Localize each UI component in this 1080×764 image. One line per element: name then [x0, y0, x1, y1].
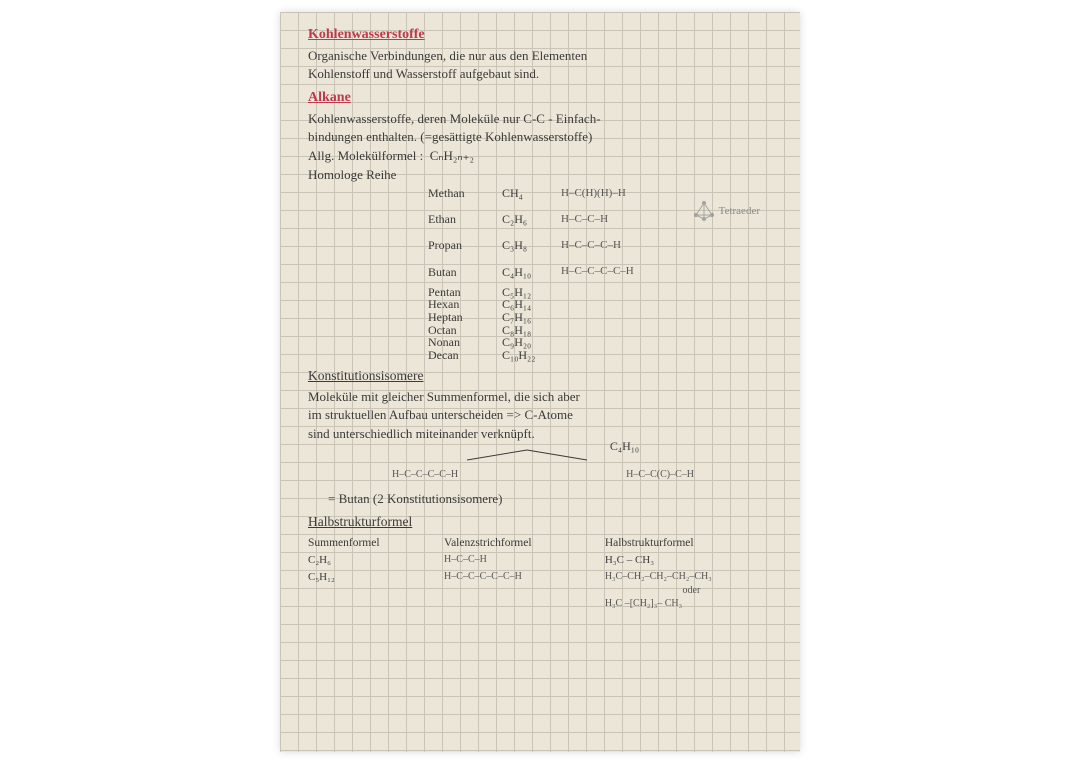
definition-line: sind unterschiedlich miteinander verknüp… [308, 425, 778, 443]
general-formula: Allg. Molekülformel : CₙH₂ₙ₊₂ [308, 147, 778, 165]
series-row: Methan CH₄ H–C(H)(H)–H [428, 185, 778, 201]
alkane-sum: C₁₀H₂₂ [502, 349, 535, 362]
branch-lines-icon [447, 448, 607, 462]
alkane-name: Decan [428, 349, 488, 362]
definition-line: Moleküle mit gleicher Summenformel, die … [308, 388, 778, 406]
table-header: Halbstrukturformel [605, 536, 778, 552]
alkane-name: Ethan [428, 211, 488, 227]
isomer-branches: H–C–C–C–C–H H–C–C(C)–C–H [308, 468, 778, 482]
alkane-sum: CH₄ [502, 185, 547, 201]
definition-line: bindungen enthalten. (=gesättigte Kohlen… [308, 128, 778, 146]
formula-table: Summenformel Valenzstrichformel Halbstru… [308, 536, 778, 611]
series-row: OctanC₈H₁₈ [428, 324, 778, 337]
definition-line: Kohlenstoff und Wasserstoff aufgebaut si… [308, 65, 778, 83]
halbstruktur-oder: oder [605, 584, 778, 598]
definition-line: Organische Verbindungen, die nur aus den… [308, 47, 778, 65]
tetraeder-icon [693, 200, 715, 222]
halbstruktur-b: H₃C –[CH₂]₃– CH₃ [605, 597, 778, 611]
heading-konstitutionsisomere: Konstitutionsisomere [308, 367, 778, 385]
tetraeder-label: Tetraeder [719, 204, 760, 219]
table-cell: H–C–C–H [444, 553, 605, 568]
series-row: Decan C₁₀H₂₂ [428, 349, 778, 362]
isomer-formula: C₄H₁₀ [610, 439, 639, 453]
halbstruktur-a: H₃C–CH₂–CH₂–CH₂–CH₃ [605, 570, 778, 584]
series-row: Propan C₃H₈ H–C–C–C–H [428, 237, 778, 253]
isomer-left-struct: H–C–C–C–C–H [392, 468, 458, 482]
isomer-note: = Butan (2 Konstitutionsisomere) [328, 490, 778, 508]
notebook-page: Kohlenwasserstoffe Organische Verbindung… [280, 12, 800, 752]
table-header: Valenzstrichformel [444, 536, 605, 552]
table-cell: H₃C – CH₃ [605, 553, 778, 568]
series-row: Nonan C₉H₂₀ [428, 336, 778, 349]
alkane-struct: H–C–C–C–C–H [561, 264, 634, 279]
heading-alkane: Alkane [308, 89, 778, 108]
table-cell: C₂H₆ [308, 553, 444, 568]
definition-line: Kohlenwasserstoffe, deren Moleküle nur C… [308, 110, 778, 128]
alkane-sum: C₇H₁₆ [502, 311, 531, 324]
alkane-name: Propan [428, 237, 488, 253]
table-cell: H₃C–CH₂–CH₂–CH₂–CH₃ oder H₃C –[CH₂]₃– CH… [605, 570, 778, 611]
alkane-sum: C₂H₆ [502, 211, 547, 227]
table-cell: C₅H₁₂ [308, 570, 444, 611]
heading-kohlenwasserstoffe: Kohlenwasserstoffe [308, 26, 778, 45]
homologe-reihe-label: Homologe Reihe [308, 166, 778, 184]
isomer-right-struct: H–C–C(C)–C–H [626, 468, 694, 482]
table-cell: H–C–C–C–C–C–H [444, 570, 605, 611]
tetraeder-annotation: Tetraeder [693, 200, 760, 222]
series-row: Heptan C₇H₁₆ [428, 311, 778, 324]
alkane-name: Methan [428, 185, 488, 201]
alkane-name: Butan [428, 264, 488, 280]
alkane-sum: C₄H₁₀ [502, 264, 547, 280]
formula-value: CₙH₂ₙ₊₂ [430, 148, 474, 163]
definition-line: im struktuellen Aufbau unterscheiden => … [308, 406, 778, 424]
alkane-sum: C₃H₈ [502, 237, 547, 253]
series-row: PentanC₅H₁₂ [428, 286, 778, 299]
series-compact: PentanC₅H₁₂ HexanC₆H₁₄ Heptan C₇H₁₆ Octan… [428, 286, 778, 362]
alkane-struct: H–C–C–C–H [561, 238, 621, 253]
alkane-struct: H–C(H)(H)–H [561, 186, 626, 201]
series-row: HexanC₆H₁₄ [428, 298, 778, 311]
alkane-name: Nonan [428, 336, 488, 349]
isomer-branch-label: C₄H₁₀ [308, 448, 778, 466]
series-row: Butan C₄H₁₀ H–C–C–C–C–H [428, 264, 778, 280]
heading-halbstrukturformel: Halbstrukturformel [308, 513, 778, 531]
formula-label: Allg. Molekülformel : [308, 148, 423, 163]
alkane-name: Heptan [428, 311, 488, 324]
alkane-struct: H–C–C–H [561, 212, 608, 227]
alkane-sum: C₉H₂₀ [502, 336, 531, 349]
table-header: Summenformel [308, 536, 444, 552]
